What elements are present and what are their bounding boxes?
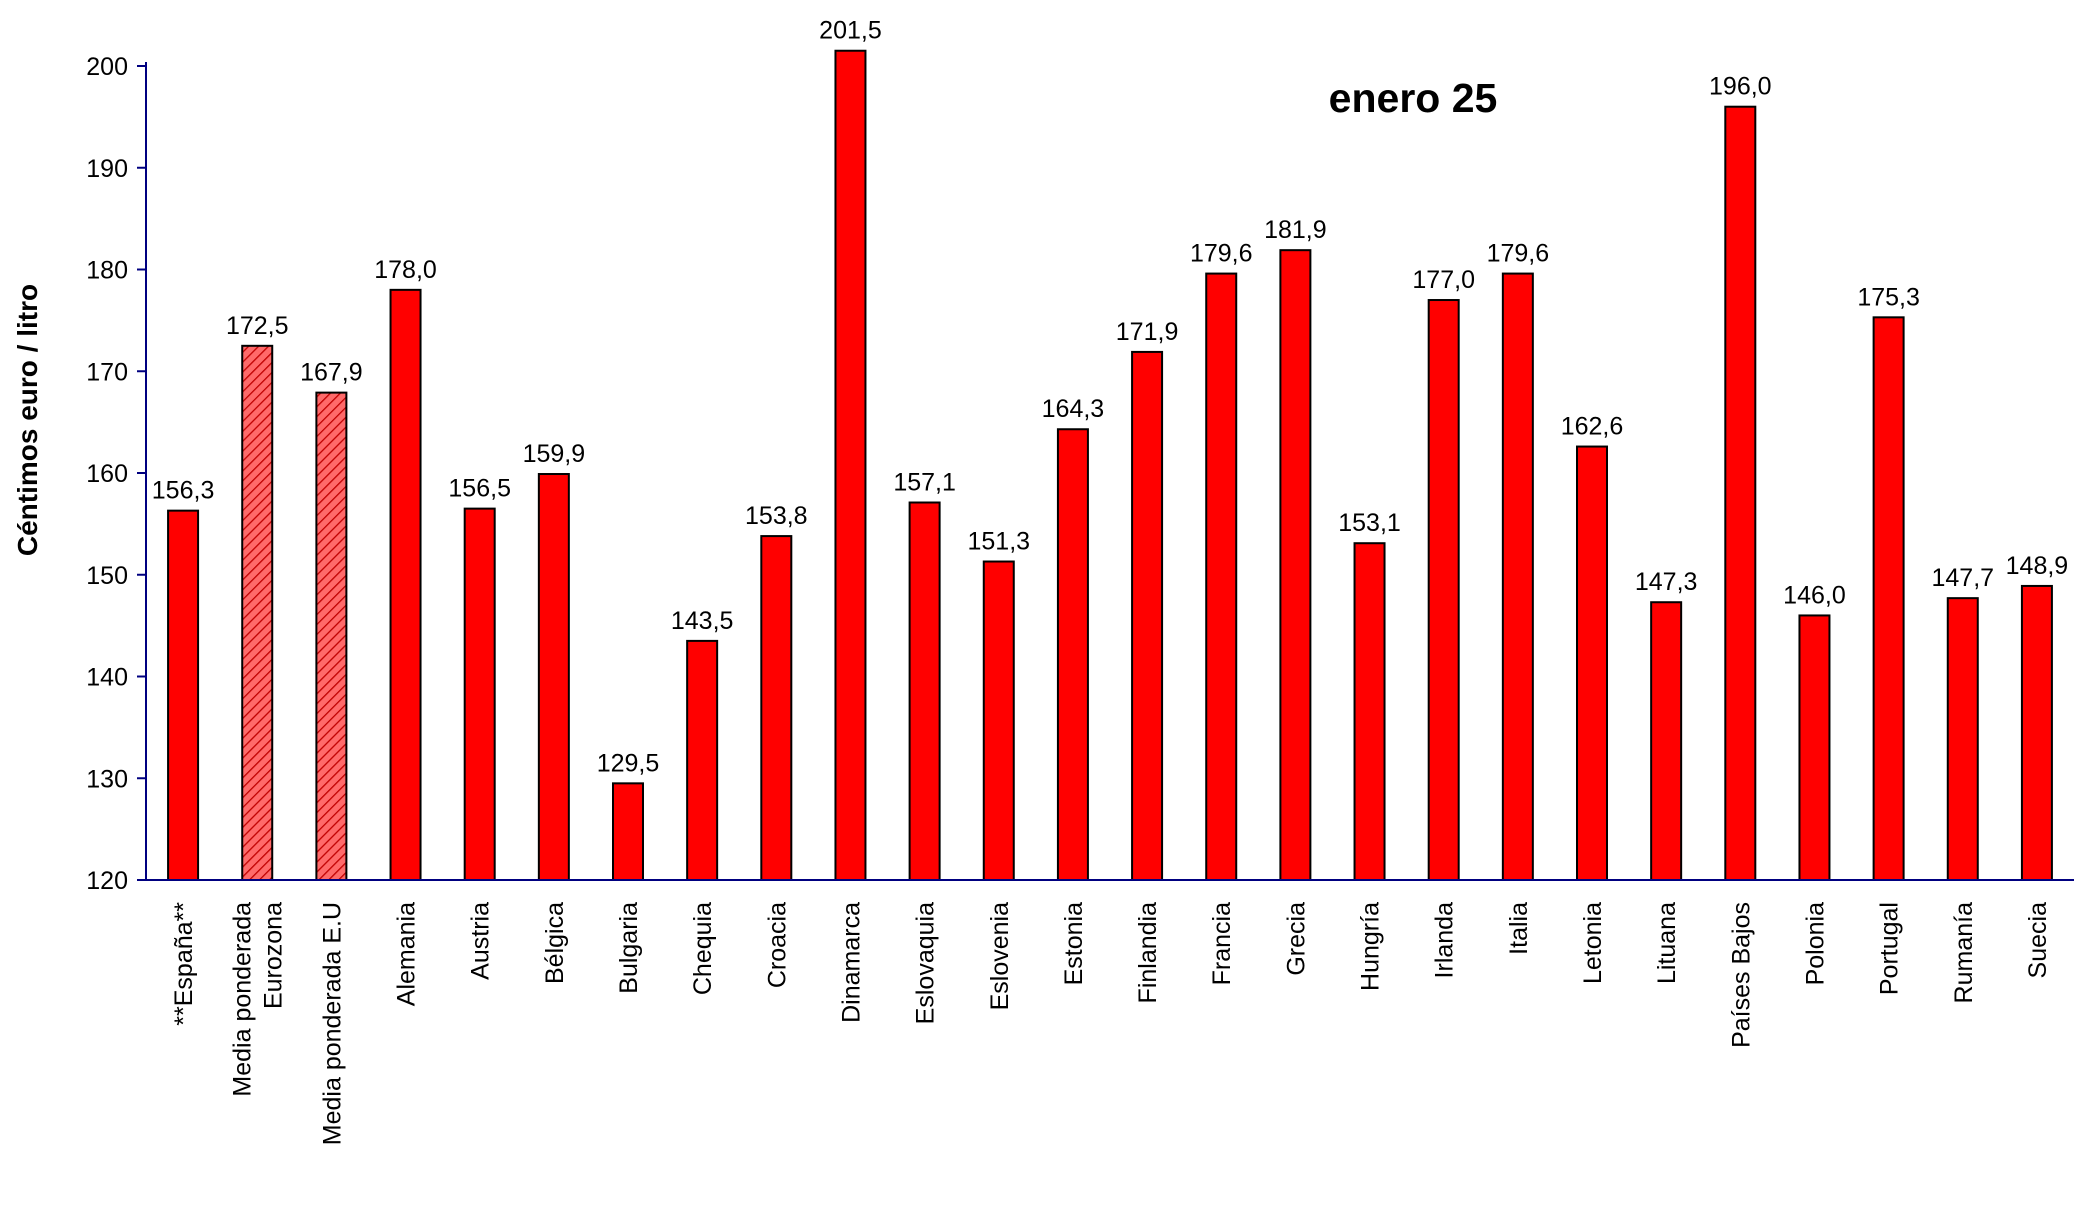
category-label: Irlanda [1431, 902, 1459, 979]
category-label: Austria [467, 902, 495, 980]
category-label: Polonia [1801, 902, 1829, 985]
axes [145, 62, 2074, 881]
category-label: Eslovaquia [912, 902, 940, 1024]
y-tick-label: 140 [86, 664, 128, 692]
y-tick-label: 200 [86, 53, 128, 81]
bar [389, 288, 422, 882]
category-label: Finlandia [1134, 902, 1162, 1004]
category-label: **España** [170, 902, 198, 1026]
data-label: 164,3 [1042, 395, 1105, 423]
y-axis-title: Céntimos euro / litro [12, 284, 43, 556]
data-label: 153,8 [745, 502, 808, 530]
bar [612, 782, 644, 882]
data-label: 167,9 [300, 359, 363, 387]
bar [1798, 614, 1831, 881]
bar [1872, 316, 1905, 881]
category-label: Lituana [1653, 902, 1681, 984]
x-axis-categories: **España** Media ponderada Eurozona Media p… [170, 902, 2052, 1145]
data-label: 156,3 [152, 477, 215, 505]
category-label: Estonia [1060, 902, 1088, 985]
data-label: 181,9 [1264, 216, 1327, 244]
category-label: Eslovenia [986, 902, 1014, 1010]
category-label: Italia [1505, 902, 1533, 955]
bar [1131, 350, 1164, 882]
y-tick-label: 190 [86, 155, 128, 183]
category-label: Países Bajos [1727, 902, 1755, 1048]
bar [315, 391, 348, 881]
bar [167, 509, 200, 881]
data-label: 148,9 [2006, 552, 2069, 580]
category-label: Croacia [763, 902, 791, 988]
data-label: 179,6 [1190, 240, 1253, 268]
bar [1724, 105, 1757, 881]
bar [686, 639, 719, 882]
data-label: 178,0 [374, 256, 437, 284]
bar [463, 507, 496, 881]
category-label: Hungría [1357, 902, 1385, 991]
category-label: Bulgaria [615, 902, 643, 994]
category-label: Grecia [1282, 902, 1310, 976]
bar [2020, 584, 2053, 881]
y-tick-label: 170 [86, 358, 128, 386]
bar [1427, 299, 1460, 881]
bar [241, 344, 274, 881]
y-tick-label: 160 [86, 460, 128, 488]
data-label: 153,1 [1338, 509, 1401, 537]
bar [1056, 428, 1089, 881]
y-tick-label: 130 [86, 765, 128, 793]
data-label: 129,5 [597, 749, 660, 777]
data-label: 146,0 [1783, 581, 1846, 609]
data-label: 196,0 [1709, 73, 1772, 101]
category-label: Alemania [393, 902, 421, 1006]
data-label: 177,0 [1412, 266, 1475, 294]
data-label: 162,6 [1561, 413, 1624, 441]
data-label: 175,3 [1857, 283, 1920, 311]
data-label: 201,5 [819, 17, 882, 45]
bar [834, 49, 867, 882]
data-label: 172,5 [226, 312, 289, 340]
chart-title: enero 25 [1329, 75, 1498, 121]
bar [1946, 597, 1979, 882]
category-label: Letonia [1579, 902, 1607, 984]
data-label: 159,9 [523, 440, 586, 468]
y-tick-label: 150 [86, 562, 128, 590]
data-label: 147,7 [1931, 564, 1994, 592]
bar [982, 560, 1015, 882]
bars [167, 49, 2053, 882]
category-label: Media ponderada E.U [318, 902, 346, 1145]
bar [1576, 445, 1608, 881]
data-label: 147,3 [1635, 568, 1698, 596]
data-label: 179,6 [1487, 240, 1550, 268]
bar [537, 473, 570, 881]
data-label: 156,5 [448, 475, 511, 503]
data-label: 171,9 [1116, 318, 1179, 346]
bar [908, 501, 941, 881]
data-label: 143,5 [671, 607, 734, 635]
y-tick-label: 180 [86, 257, 128, 285]
category-label: Dinamarca [837, 902, 865, 1023]
category-label: Portugal [1876, 902, 1904, 995]
data-label: 151,3 [967, 528, 1030, 556]
category-label: Francia [1208, 902, 1236, 985]
bar [1353, 542, 1386, 882]
bar [1279, 249, 1312, 882]
bar [1650, 601, 1683, 881]
category-label: Suecia [2024, 902, 2052, 979]
category-label: Media ponderada Eurozona [229, 902, 288, 1097]
bar [1501, 272, 1534, 881]
bar [1205, 272, 1238, 881]
category-label: Rumanía [1950, 902, 1978, 1004]
category-label: Bélgica [541, 902, 569, 984]
data-labels: 156,3 172,5 167,9 178,0 156,5 159,9 129,5 143,5… [152, 17, 2068, 778]
category-label: Chequia [689, 902, 717, 995]
y-tick-label: 120 [86, 867, 128, 895]
data-label: 157,1 [893, 469, 956, 497]
bar [760, 535, 793, 882]
y-axis-ticks: 120 130 140 150 160 170 180 190 200 [86, 53, 146, 895]
